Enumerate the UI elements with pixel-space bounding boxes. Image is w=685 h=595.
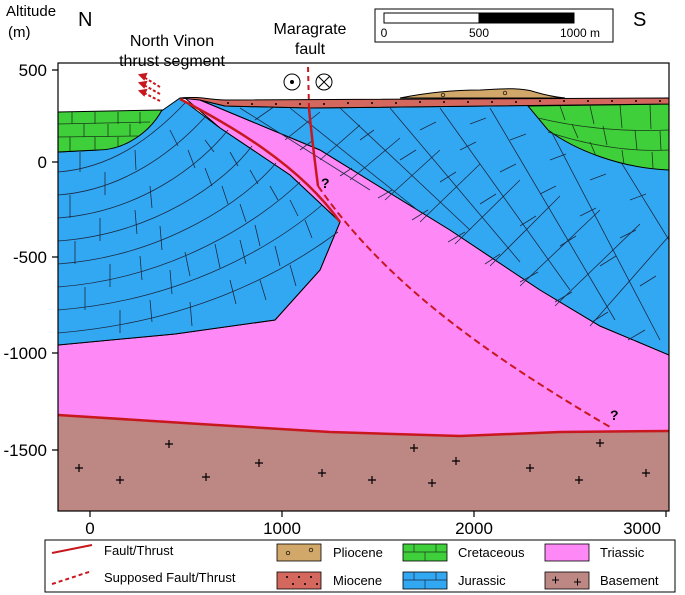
legend-jurassic-label: Jurassic	[458, 573, 506, 588]
y-tick-label: -1500	[4, 441, 47, 460]
legend-cretaceous-label: Cretaceous	[458, 545, 525, 560]
x-tick-label: 1000	[263, 519, 301, 538]
y-tick-label: -1000	[4, 344, 47, 363]
y-axis-unit: (m)	[8, 24, 31, 41]
maragrate-fault-line	[307, 107, 320, 187]
legend-basement-label: Basement	[600, 573, 659, 588]
legend-fault-swatch	[51, 544, 93, 554]
scale-tick-label: 500	[469, 26, 489, 40]
y-axis-title: Altitude	[6, 3, 56, 20]
legend-miocene-label: Miocene	[333, 573, 382, 588]
legend-pliocene-label: Pliocene	[333, 545, 383, 560]
north-vinon-thrust-line	[179, 97, 342, 223]
legend-pliocene-swatch	[276, 543, 322, 562]
north-label: N	[78, 9, 92, 31]
legend-supposed-fault-swatch	[51, 570, 93, 585]
thrust-label: North Vinon	[130, 33, 214, 50]
plot-frame	[57, 62, 670, 512]
legend-miocene-swatch	[276, 571, 322, 590]
basement-contact-fault	[58, 413, 669, 438]
y-tick-label: -500	[13, 248, 47, 267]
legend-basement-swatch	[544, 571, 590, 590]
cretaceous-north-pattern	[58, 112, 151, 151]
x-axis: 0 1000 2000 3000	[85, 511, 667, 538]
fault-label: fault	[295, 41, 326, 58]
y-tick-label: 0	[38, 153, 47, 172]
thrust-label: thrust segment	[119, 53, 225, 70]
basement-crosses	[75, 439, 650, 487]
uncertain-marker: ?	[610, 407, 619, 423]
jurassic-north-pattern	[58, 101, 339, 334]
y-axis: 500 0 -500 -1000 -1500 Altitude (m)	[4, 3, 58, 460]
uncertain-marker: ?	[321, 175, 330, 191]
x-tick-label: 3000	[623, 519, 661, 538]
legend: Fault/Thrust Supposed Fault/Thrust Plioc…	[44, 539, 676, 593]
miocene-dots	[227, 100, 661, 105]
x-tick-label: 0	[85, 519, 94, 538]
legend-fault-label: Fault/Thrust	[104, 543, 174, 558]
pliocene-layer	[399, 88, 566, 99]
legend-triassic-label: Triassic	[600, 545, 645, 560]
scale-tick-label: 0	[381, 26, 388, 40]
cretaceous-north	[58, 109, 163, 153]
x-tick-label: 2000	[455, 519, 493, 538]
scale-tick-label: 1000 m	[560, 26, 600, 40]
scale-bar: 0 500 1000 m	[374, 8, 614, 43]
legend-supposed-fault-label: Supposed Fault/Thrust	[104, 570, 236, 585]
legend-triassic-swatch	[544, 543, 590, 562]
into-plane-symbol	[315, 73, 333, 91]
fault-label: Maragrate	[274, 21, 347, 38]
supposed-fault-dashed	[317, 185, 611, 428]
section-layers	[58, 65, 669, 511]
y-tick-label: 500	[19, 61, 47, 80]
miocene-layer	[179, 96, 669, 109]
maragrate-fault-dashed-top	[307, 65, 310, 109]
jurassic-south-pattern	[239, 105, 669, 341]
thrust-arrows	[137, 72, 161, 102]
south-label: S	[633, 9, 646, 31]
cretaceous-south-pattern	[537, 104, 669, 169]
out-of-plane-symbol	[283, 73, 301, 91]
